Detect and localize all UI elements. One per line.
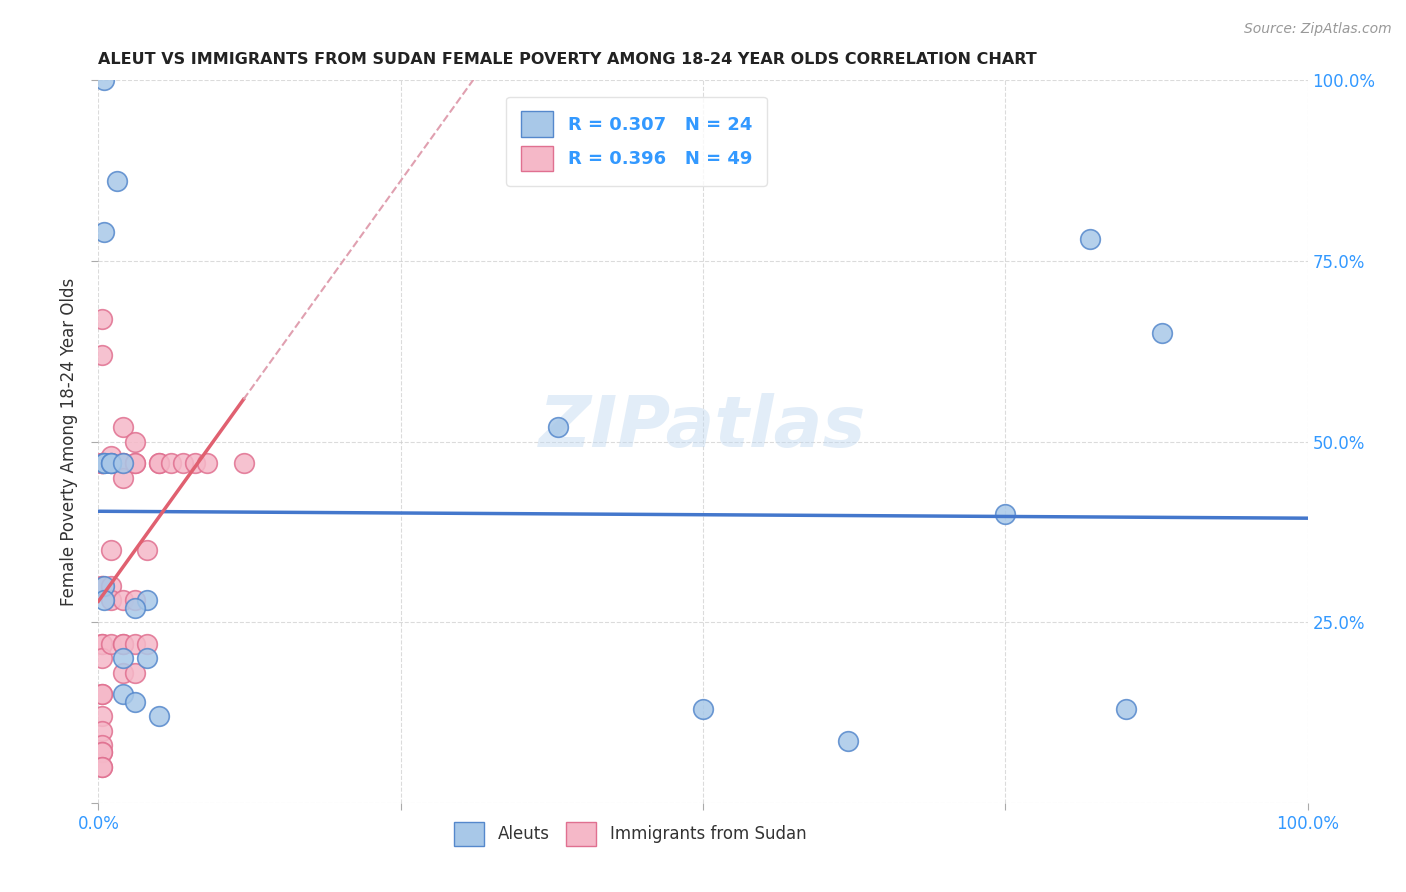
Point bbox=[100, 542, 122, 557]
Point bbox=[994, 507, 1017, 521]
Point bbox=[232, 456, 254, 470]
Point bbox=[91, 687, 114, 701]
Point bbox=[93, 579, 115, 593]
Point bbox=[111, 470, 134, 484]
Point bbox=[91, 760, 114, 774]
Point bbox=[160, 456, 183, 470]
Point bbox=[100, 456, 122, 470]
Point bbox=[135, 542, 157, 557]
Point bbox=[91, 723, 114, 738]
Point bbox=[1115, 702, 1137, 716]
Y-axis label: Female Poverty Among 18-24 Year Olds: Female Poverty Among 18-24 Year Olds bbox=[59, 277, 77, 606]
Text: Source: ZipAtlas.com: Source: ZipAtlas.com bbox=[1244, 22, 1392, 37]
Point bbox=[148, 709, 170, 723]
Point bbox=[91, 709, 114, 723]
Point bbox=[124, 593, 146, 607]
Point bbox=[111, 420, 134, 434]
Point bbox=[91, 579, 114, 593]
Point bbox=[91, 651, 114, 665]
Point bbox=[91, 579, 114, 593]
Point bbox=[135, 593, 157, 607]
Point bbox=[91, 637, 114, 651]
Point bbox=[124, 456, 146, 470]
Point bbox=[1152, 326, 1174, 340]
Point bbox=[91, 745, 114, 759]
Point bbox=[91, 348, 114, 362]
Point bbox=[135, 637, 157, 651]
Point bbox=[111, 687, 134, 701]
Point bbox=[93, 456, 115, 470]
Point bbox=[172, 456, 194, 470]
Point bbox=[124, 637, 146, 651]
Point bbox=[100, 637, 122, 651]
Legend: Aleuts, Immigrants from Sudan: Aleuts, Immigrants from Sudan bbox=[447, 815, 813, 852]
Point bbox=[91, 456, 114, 470]
Point bbox=[111, 637, 134, 651]
Text: ALEUT VS IMMIGRANTS FROM SUDAN FEMALE POVERTY AMONG 18-24 YEAR OLDS CORRELATION : ALEUT VS IMMIGRANTS FROM SUDAN FEMALE PO… bbox=[98, 52, 1038, 67]
Point bbox=[93, 593, 115, 607]
Point bbox=[91, 456, 114, 470]
Point bbox=[93, 225, 115, 239]
Point bbox=[124, 434, 146, 449]
Point bbox=[93, 73, 115, 87]
Point bbox=[91, 456, 114, 470]
Point bbox=[111, 456, 134, 470]
Point bbox=[100, 579, 122, 593]
Point bbox=[547, 420, 569, 434]
Point bbox=[111, 456, 134, 470]
Point bbox=[91, 738, 114, 752]
Point bbox=[124, 600, 146, 615]
Point bbox=[111, 637, 134, 651]
Point bbox=[91, 760, 114, 774]
Point bbox=[100, 456, 122, 470]
Point bbox=[91, 687, 114, 701]
Point bbox=[111, 665, 134, 680]
Point bbox=[91, 311, 114, 326]
Point bbox=[100, 449, 122, 463]
Point bbox=[100, 593, 122, 607]
Point bbox=[135, 651, 157, 665]
Point bbox=[124, 456, 146, 470]
Point bbox=[111, 651, 134, 665]
Point bbox=[111, 456, 134, 470]
Point bbox=[195, 456, 218, 470]
Point bbox=[124, 665, 146, 680]
Point bbox=[184, 456, 207, 470]
Point bbox=[692, 702, 714, 716]
Point bbox=[91, 637, 114, 651]
Point bbox=[148, 456, 170, 470]
Point bbox=[124, 695, 146, 709]
Point bbox=[105, 174, 128, 188]
Point bbox=[148, 456, 170, 470]
Point bbox=[91, 456, 114, 470]
Point bbox=[93, 456, 115, 470]
Point bbox=[100, 456, 122, 470]
Text: ZIPatlas: ZIPatlas bbox=[540, 392, 866, 461]
Point bbox=[837, 734, 859, 748]
Point bbox=[111, 593, 134, 607]
Point bbox=[91, 745, 114, 759]
Point bbox=[1078, 232, 1101, 246]
